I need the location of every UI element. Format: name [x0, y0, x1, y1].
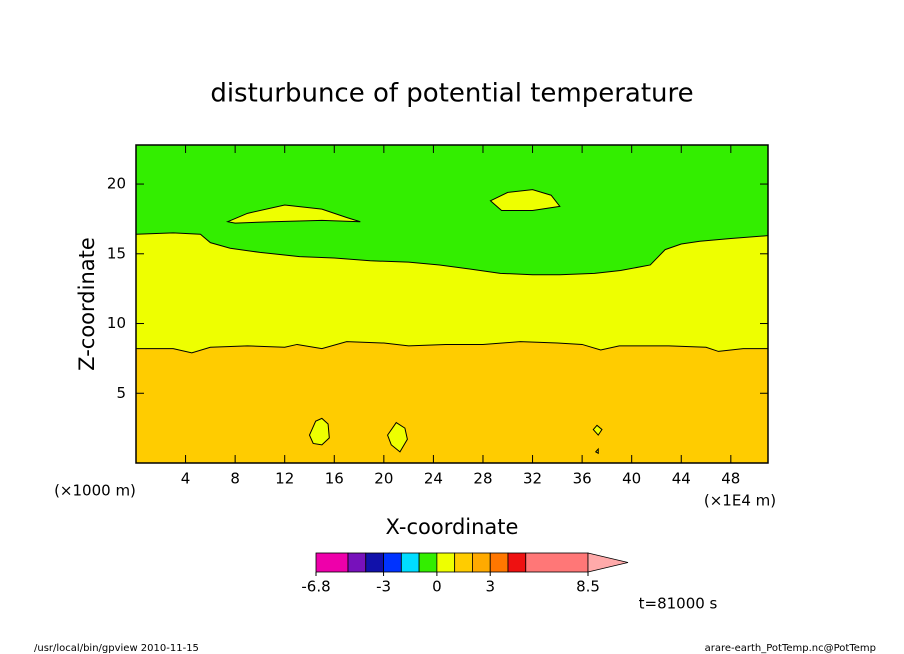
time-label: t=81000 s [639, 595, 718, 613]
colorbar-box [507, 552, 527, 573]
colorbar-label: -6.8 [301, 578, 330, 596]
colorbar-box [525, 552, 589, 573]
contour-fill [490, 189, 560, 211]
x-tick-label: 4 [181, 470, 191, 488]
colorbar-box [418, 552, 438, 573]
contour-line [308, 417, 330, 446]
x-tick-label: 8 [230, 470, 240, 488]
colorbar-label: 8.5 [576, 578, 600, 596]
y-tick-label: 20 [107, 175, 126, 193]
x-tick-label: 20 [374, 470, 393, 488]
x-tick-label: 12 [275, 470, 294, 488]
y-tick-label: 10 [107, 314, 126, 332]
colorbar-box [365, 552, 384, 573]
colorbar-label: 0 [432, 578, 442, 596]
x-tick-label: 40 [622, 470, 641, 488]
contour-fill [227, 204, 361, 224]
colorbar-box [400, 552, 420, 573]
colorbar-box [489, 552, 509, 573]
colorbar-box [436, 552, 456, 573]
colorbar-box [347, 552, 367, 573]
contour-fill [387, 422, 408, 452]
colorbar-box [454, 552, 473, 573]
contour-line [592, 424, 603, 436]
contour-line [225, 204, 361, 224]
contour-line [136, 341, 768, 354]
footer-left: /usr/local/bin/gpview 2010-11-15 [34, 643, 199, 654]
x-axis-label: X-coordinate [386, 515, 519, 539]
x-tick-label: 24 [424, 470, 443, 488]
contour-line [489, 189, 561, 212]
x-tick-label: 48 [721, 470, 740, 488]
colorbar-label: -3 [376, 578, 391, 596]
contour-line [594, 447, 599, 455]
x-tick-label: 16 [325, 470, 344, 488]
colorbar-box [383, 552, 402, 573]
y-tick-label: 15 [107, 244, 126, 262]
colorbar-extend [587, 552, 629, 573]
y-tick-label: 5 [116, 384, 126, 402]
x-tick-label: 44 [672, 470, 691, 488]
colorbar-box [472, 552, 491, 573]
contour-fill [136, 341, 768, 463]
x-units: (×1E4 m) [704, 492, 776, 510]
colorbar-label: 3 [485, 578, 495, 596]
plot-frame [135, 144, 769, 464]
contour-line [135, 232, 769, 276]
y-units: (×1000 m) [54, 482, 136, 500]
contour-line [387, 421, 408, 453]
chart-title: disturbunce of potential temperature [210, 79, 693, 109]
x-tick-label: 32 [523, 470, 542, 488]
colorbar-box [315, 552, 349, 573]
x-tick-label: 28 [473, 470, 492, 488]
footer-right: arare-earth_PotTemp.nc@PotTemp [705, 643, 876, 654]
y-axis-label: Z-coordinate [75, 237, 99, 371]
x-tick-label: 36 [573, 470, 592, 488]
